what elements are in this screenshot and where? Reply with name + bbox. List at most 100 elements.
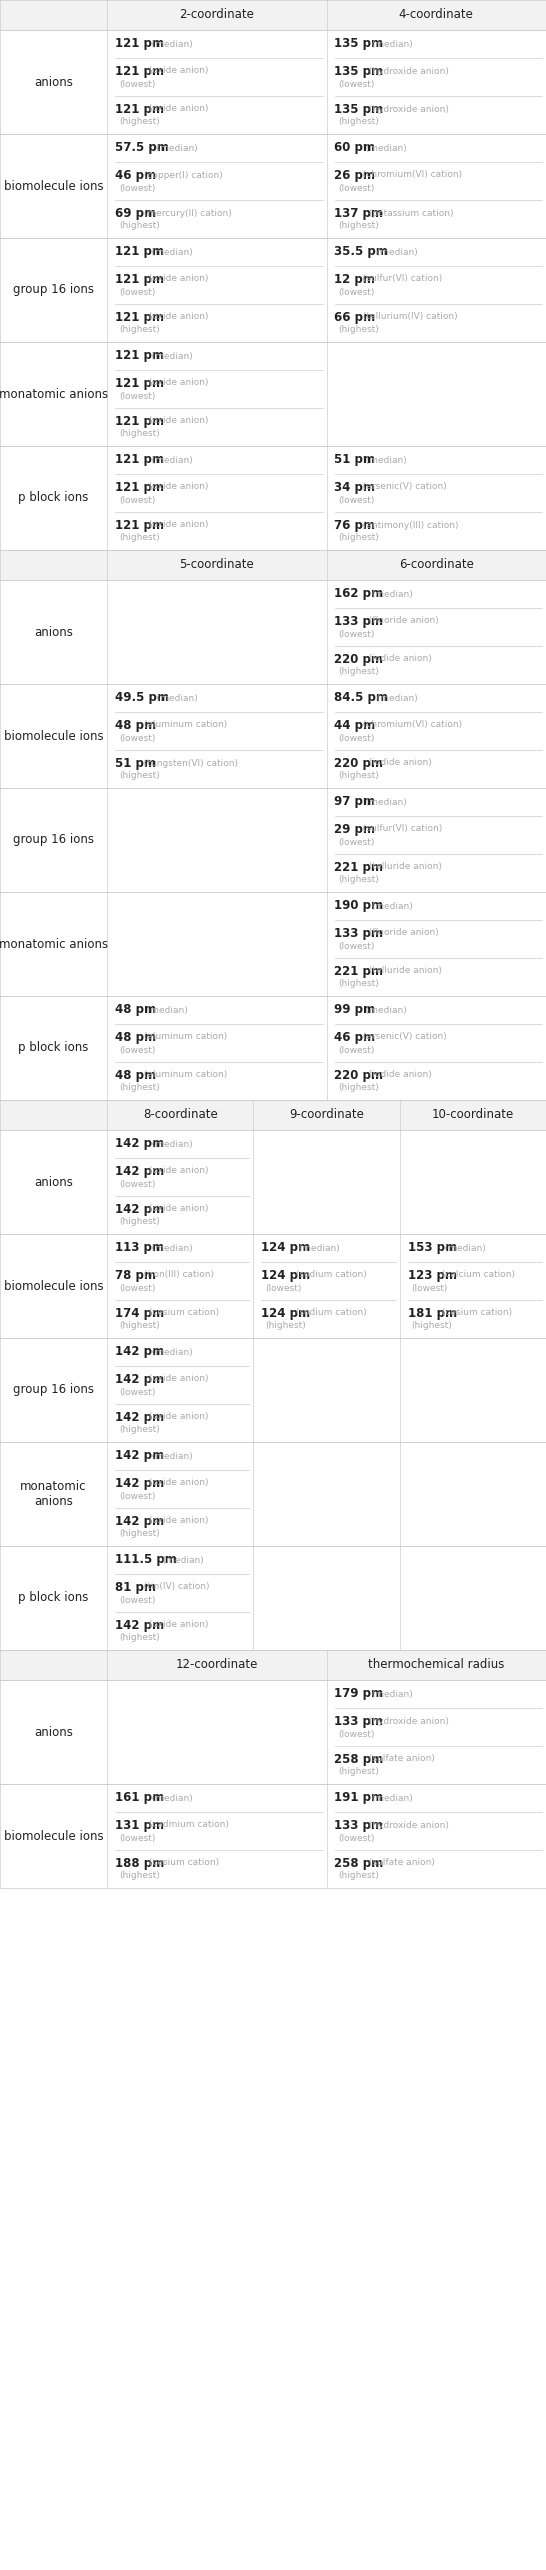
Text: (lowest): (lowest) — [339, 732, 375, 743]
Text: (highest): (highest) — [339, 1768, 379, 1776]
Text: (median): (median) — [366, 589, 412, 599]
Text: 135 pm: 135 pm — [335, 39, 384, 51]
Text: (highest): (highest) — [339, 1871, 379, 1881]
Text: 2-coordinate: 2-coordinate — [179, 8, 254, 21]
Bar — [0, 0, 546, 31]
Text: anions: anions — [34, 625, 73, 637]
Text: (highest): (highest) — [119, 1529, 160, 1539]
Text: (sulfur(VI) cation): (sulfur(VI) cation) — [360, 825, 443, 833]
Text: (arsenic(V) cation): (arsenic(V) cation) — [360, 1033, 447, 1041]
Text: 142 pm: 142 pm — [115, 1619, 164, 1632]
Text: (tungsten(VI) cation): (tungsten(VI) cation) — [141, 758, 238, 768]
Text: (oxide anion): (oxide anion) — [146, 314, 209, 321]
Text: 135 pm: 135 pm — [335, 64, 384, 77]
Text: (median): (median) — [360, 797, 407, 807]
Text: (lowest): (lowest) — [339, 80, 375, 87]
Text: (lowest): (lowest) — [119, 1596, 156, 1604]
Text: 123 pm: 123 pm — [408, 1270, 456, 1282]
Text: (oxide anion): (oxide anion) — [146, 522, 209, 529]
Text: (highest): (highest) — [119, 535, 160, 542]
Text: 161 pm: 161 pm — [115, 1791, 164, 1804]
Text: 46 pm: 46 pm — [115, 170, 156, 182]
Text: (median): (median) — [157, 1555, 203, 1565]
Text: (cesium cation): (cesium cation) — [146, 1858, 219, 1868]
Text: anions: anions — [34, 1724, 73, 1737]
Text: (highest): (highest) — [339, 118, 379, 126]
Text: 8-coordinate: 8-coordinate — [143, 1108, 217, 1121]
Text: (lowest): (lowest) — [119, 288, 156, 296]
Text: 142 pm: 142 pm — [115, 1372, 164, 1385]
Text: (iodide anion): (iodide anion) — [366, 758, 431, 768]
Text: 51 pm: 51 pm — [335, 452, 376, 468]
Text: monatomic
anions: monatomic anions — [20, 1480, 87, 1509]
Text: 44 pm: 44 pm — [335, 720, 376, 732]
Text: (oxide anion): (oxide anion) — [146, 416, 209, 427]
Text: (median): (median) — [146, 1452, 193, 1460]
Text: 48 pm: 48 pm — [115, 720, 156, 732]
Text: (highest): (highest) — [119, 118, 160, 126]
Text: (lowest): (lowest) — [119, 732, 156, 743]
Text: (sodium cation): (sodium cation) — [293, 1308, 366, 1318]
Text: (oxide anion): (oxide anion) — [146, 1414, 209, 1421]
Text: (hydroxide anion): (hydroxide anion) — [366, 1717, 449, 1724]
Text: (highest): (highest) — [339, 1085, 379, 1092]
Text: (telluride anion): (telluride anion) — [366, 864, 442, 871]
Text: (highest): (highest) — [119, 1426, 160, 1434]
Text: (oxide anion): (oxide anion) — [146, 275, 209, 283]
Text: (lowest): (lowest) — [339, 630, 375, 637]
Text: (highest): (highest) — [119, 1635, 160, 1642]
Text: (oxide anion): (oxide anion) — [146, 67, 209, 75]
Text: 258 pm: 258 pm — [335, 1753, 384, 1766]
Text: (chromium(VI) cation): (chromium(VI) cation) — [360, 170, 462, 180]
Text: (highest): (highest) — [339, 668, 379, 676]
Text: 258 pm: 258 pm — [335, 1856, 384, 1868]
Text: thermochemical radius: thermochemical radius — [368, 1658, 505, 1670]
Text: 162 pm: 162 pm — [335, 589, 384, 601]
Text: biomolecule ions: biomolecule ions — [4, 1280, 103, 1293]
Text: 60 pm: 60 pm — [335, 141, 376, 154]
Text: (mercury(II) cation): (mercury(II) cation) — [141, 208, 232, 218]
Text: group 16 ions: group 16 ions — [13, 1383, 94, 1396]
Text: 153 pm: 153 pm — [408, 1241, 457, 1254]
Text: (median): (median) — [360, 144, 407, 152]
Text: (chromium(VI) cation): (chromium(VI) cation) — [360, 720, 462, 730]
Text: (lowest): (lowest) — [339, 1046, 375, 1054]
Text: p block ions: p block ions — [19, 1591, 88, 1604]
Text: 191 pm: 191 pm — [335, 1791, 384, 1804]
Text: 135 pm: 135 pm — [335, 103, 384, 116]
Text: 69 pm: 69 pm — [115, 206, 156, 218]
Text: 99 pm: 99 pm — [335, 1002, 376, 1018]
Text: (highest): (highest) — [339, 221, 379, 231]
Text: 12 pm: 12 pm — [335, 272, 376, 285]
Text: 57.5 pm: 57.5 pm — [115, 141, 169, 154]
Text: (highest): (highest) — [412, 1321, 453, 1331]
Text: (tellurium(IV) cation): (tellurium(IV) cation) — [360, 314, 458, 321]
Text: (median): (median) — [439, 1244, 485, 1252]
Text: (lowest): (lowest) — [412, 1282, 448, 1293]
Text: 121 pm: 121 pm — [115, 311, 164, 324]
Text: (oxide anion): (oxide anion) — [146, 1375, 209, 1383]
Text: 220 pm: 220 pm — [335, 756, 383, 768]
Text: (oxide anion): (oxide anion) — [146, 1622, 209, 1629]
Text: 124 pm: 124 pm — [262, 1241, 311, 1254]
Text: (lowest): (lowest) — [119, 1832, 156, 1843]
Text: (lowest): (lowest) — [119, 1282, 156, 1293]
Text: (iodide anion): (iodide anion) — [366, 655, 431, 663]
Text: (aluminum cation): (aluminum cation) — [141, 1033, 227, 1041]
Text: (median): (median) — [151, 694, 198, 702]
Text: (sulfate anion): (sulfate anion) — [366, 1858, 435, 1868]
Text: 48 pm: 48 pm — [115, 1002, 156, 1018]
Text: (lowest): (lowest) — [119, 80, 156, 87]
Text: (highest): (highest) — [119, 1871, 160, 1881]
Text: 84.5 pm: 84.5 pm — [335, 691, 389, 704]
Text: 9-coordinate: 9-coordinate — [289, 1108, 364, 1121]
Text: 35.5 pm: 35.5 pm — [335, 247, 388, 260]
Text: p block ions: p block ions — [19, 491, 88, 504]
Text: (median): (median) — [146, 1347, 193, 1357]
Text: 10-coordinate: 10-coordinate — [432, 1108, 514, 1121]
Text: 12-coordinate: 12-coordinate — [176, 1658, 258, 1670]
Text: anions: anions — [34, 1174, 73, 1187]
Text: (median): (median) — [146, 1244, 193, 1252]
Text: (lowest): (lowest) — [339, 496, 375, 504]
Text: 121 pm: 121 pm — [115, 350, 164, 362]
